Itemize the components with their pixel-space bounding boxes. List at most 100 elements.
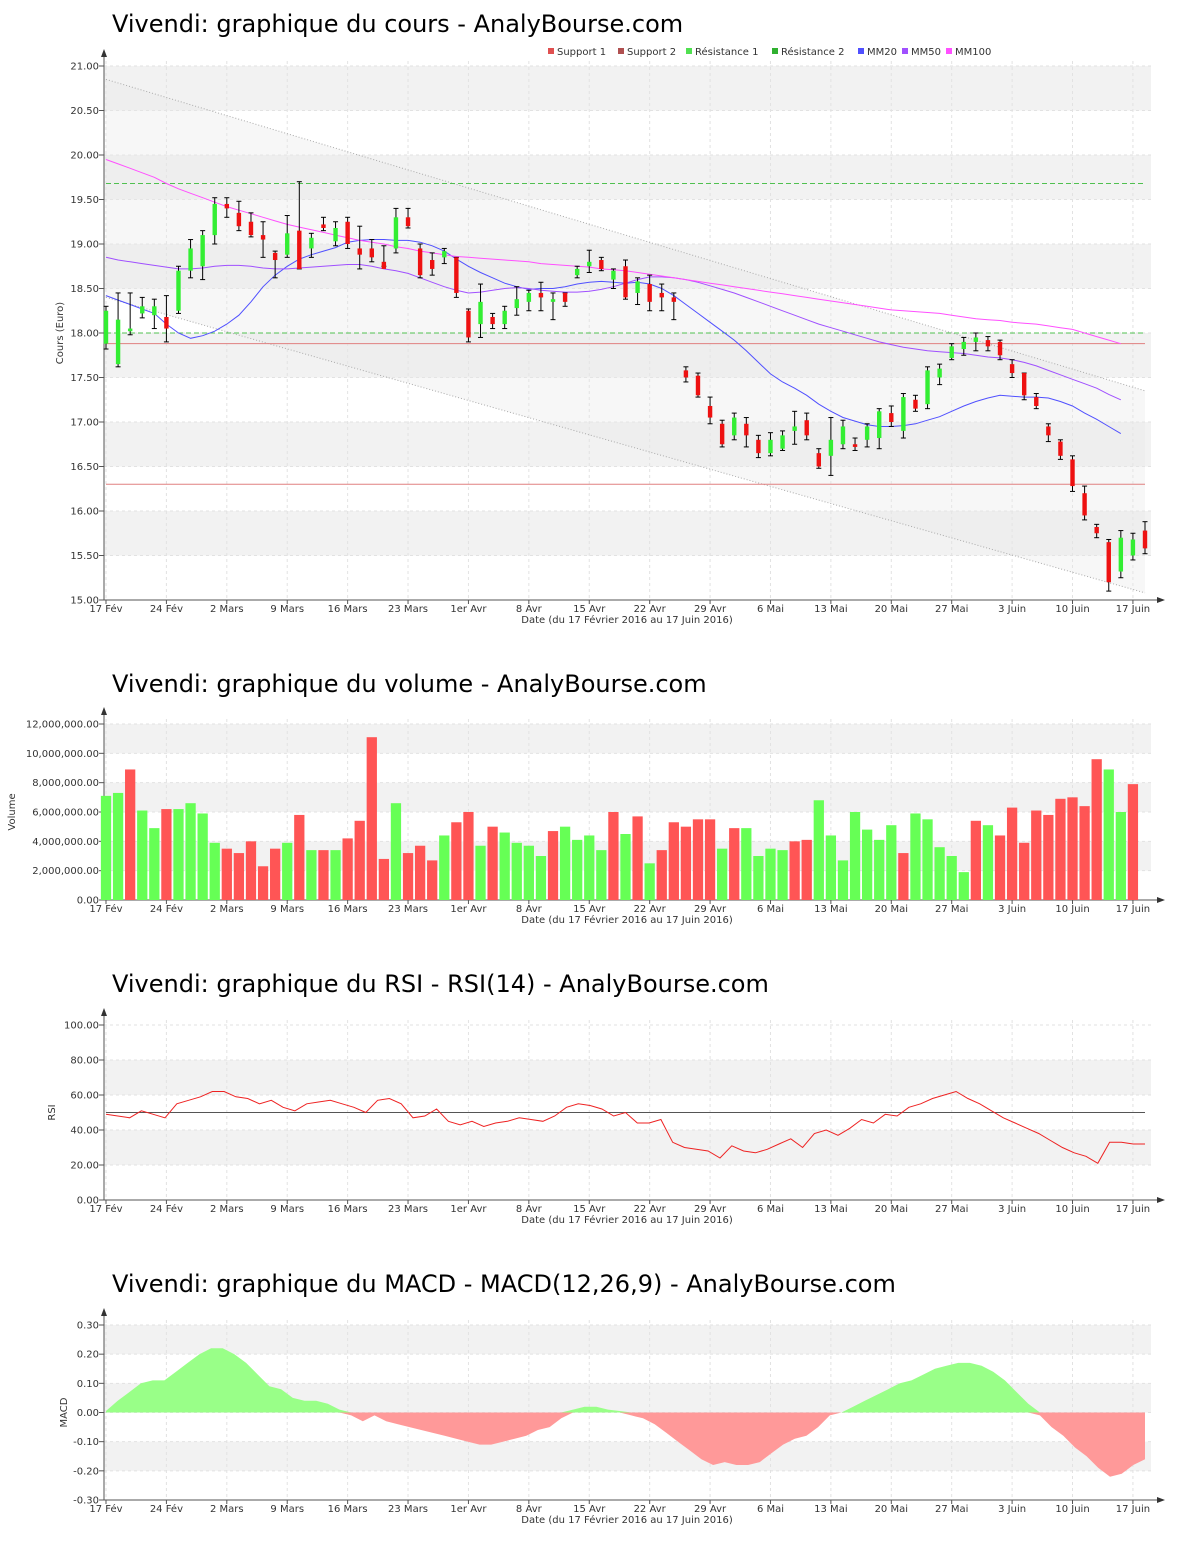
- volume-bar: [306, 850, 317, 900]
- candle-body: [1094, 527, 1099, 534]
- volume-bar: [354, 820, 365, 900]
- volume-bar: [221, 848, 232, 900]
- candle-body: [780, 435, 785, 449]
- macd-xtick-label: 22 Avr: [634, 1504, 667, 1515]
- rsi-xtick-label: 1er Avr: [450, 1204, 487, 1215]
- macd-ylabel: MACD: [59, 1397, 70, 1427]
- volume-bar: [137, 810, 148, 900]
- candle: [127, 292, 133, 336]
- candle-body: [792, 426, 797, 431]
- volume-bar: [692, 819, 704, 900]
- candle: [393, 207, 399, 254]
- price-ytick-label: 17.50: [70, 373, 99, 384]
- rsi-xtick-label: 8 Avr: [516, 1204, 543, 1215]
- price-band: [104, 155, 1151, 200]
- price-xtick-label: 24 Fév: [150, 603, 183, 615]
- price-chart-title: Vivendi: graphique du cours - AnalyBours…: [112, 10, 684, 38]
- legend-swatch-5: [902, 48, 908, 54]
- candle-body: [103, 310, 109, 344]
- candle: [151, 298, 157, 330]
- candle-body: [200, 235, 205, 267]
- legend-label-1: Support 2: [627, 47, 676, 58]
- candle-body: [744, 423, 749, 436]
- candle-body: [1058, 441, 1063, 456]
- volume-xlabel: Date (du 17 Février 2016 au 17 Juin 2016…: [521, 914, 733, 926]
- candle-body: [224, 203, 230, 209]
- candle: [465, 308, 471, 343]
- price-xtick-label: 29 Avr: [694, 604, 727, 615]
- candle-body: [127, 328, 133, 332]
- volume-xtick-label: 15 Avr: [573, 904, 606, 915]
- volume-ytick-label: 6,000,000.00: [32, 808, 99, 819]
- candle: [562, 292, 568, 307]
- candle-body: [1082, 493, 1087, 516]
- volume-bar: [849, 812, 861, 900]
- candle: [284, 215, 290, 258]
- volume-bar: [680, 826, 692, 900]
- candle: [103, 305, 109, 350]
- volume-ytick-label: 10,000,000.00: [26, 749, 99, 760]
- candle-body: [611, 270, 616, 280]
- candle-body: [164, 316, 169, 329]
- volume-bar: [970, 820, 981, 900]
- volume-bar: [704, 819, 716, 900]
- macd-xtick-label: 13 Mai: [814, 1504, 847, 1515]
- legend-swatch-3: [772, 48, 778, 54]
- candle-body: [526, 292, 532, 302]
- price-band: [104, 66, 1151, 111]
- volume-bar: [523, 845, 534, 900]
- rsi-xtick-label: 10 Juin: [1055, 1204, 1089, 1215]
- price-xtick-label: 22 Avr: [634, 604, 667, 615]
- candle-body: [1130, 539, 1136, 556]
- candle-body: [115, 319, 121, 365]
- volume-bar: [1079, 806, 1090, 900]
- rsi-xtick-label: 3 Juin: [998, 1204, 1026, 1215]
- legend-swatch-2: [686, 48, 692, 54]
- macd-negative-area: [106, 1412, 1145, 1477]
- volume-ylabel: Volume: [7, 793, 18, 830]
- candle: [260, 221, 266, 258]
- volume-bar: [946, 856, 957, 900]
- volume-bar: [209, 842, 220, 900]
- candle: [538, 281, 544, 312]
- rsi-xtick-label: 6 Mai: [757, 1204, 784, 1215]
- trend-channel-upper: [105, 78, 1146, 392]
- price-ytick-label: 18.00: [70, 329, 99, 340]
- candle: [478, 283, 484, 338]
- price-xaxis-arrow: [1157, 597, 1165, 603]
- candle-body: [381, 261, 387, 269]
- candle: [767, 432, 773, 457]
- price-xtick-label: 3 Juin: [998, 604, 1026, 615]
- candle: [864, 423, 870, 448]
- candle-body: [393, 217, 399, 249]
- candle: [1033, 393, 1039, 410]
- macd-ytick-label: -0.20: [73, 1466, 99, 1477]
- volume-chart-title: Vivendi: graphique du volume - AnalyBour…: [112, 670, 707, 698]
- volume-bar: [886, 825, 897, 900]
- macd-ytick-label: -0.10: [73, 1437, 99, 1448]
- candle: [212, 197, 218, 245]
- price-xlabel: Date (du 17 Février 2016 au 17 Juin 2016…: [521, 614, 733, 626]
- price-ytick-label: 21.00: [70, 62, 99, 73]
- volume-bar: [1127, 784, 1139, 900]
- candle: [743, 417, 749, 448]
- volume-bar: [1043, 814, 1054, 900]
- candle-body: [321, 224, 326, 228]
- rsi-xtick-label: 23 Mars: [388, 1204, 428, 1215]
- volume-bar: [342, 838, 353, 900]
- candle-body: [369, 248, 374, 258]
- candle-body: [417, 248, 423, 276]
- volume-bar: [414, 845, 426, 900]
- rsi-yaxis-arrow: [101, 1008, 107, 1016]
- volume-bar: [584, 835, 595, 900]
- legend-label-5: MM50: [911, 47, 941, 58]
- price-ytick-label: 15.50: [70, 551, 99, 562]
- volume-xtick-label: 17 Juin: [1116, 904, 1150, 915]
- legend-swatch-4: [858, 48, 864, 54]
- candle: [731, 412, 737, 441]
- rsi-chart-title: Vivendi: graphique du RSI - RSI(14) - An…: [112, 970, 769, 998]
- volume-bar: [861, 829, 873, 900]
- rsi-ytick-label: 60.00: [70, 1091, 99, 1102]
- candle: [804, 412, 810, 441]
- macd-xtick-label: 8 Avr: [516, 1504, 543, 1515]
